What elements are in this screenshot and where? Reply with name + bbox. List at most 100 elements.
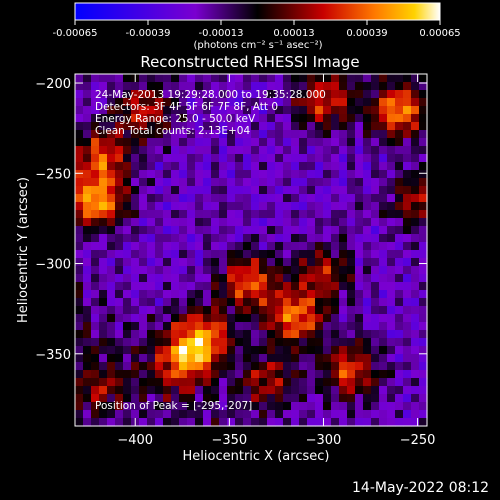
- heatmap-cell: [395, 74, 404, 83]
- heatmap-cell: [179, 82, 188, 91]
- heatmap-cell: [267, 314, 276, 323]
- heatmap-cell: [187, 130, 196, 139]
- heatmap-cell: [323, 202, 332, 211]
- heatmap-cell: [267, 354, 276, 363]
- heatmap-cell: [411, 146, 420, 155]
- heatmap-cell: [283, 266, 292, 275]
- heatmap-cell: [307, 314, 316, 323]
- heatmap-cell: [387, 322, 396, 331]
- heatmap-cell: [187, 114, 196, 123]
- heatmap-cell: [283, 106, 292, 115]
- heatmap-cell: [83, 82, 92, 91]
- heatmap-cell: [179, 210, 188, 219]
- heatmap-cell: [155, 210, 164, 219]
- heatmap-cell: [411, 266, 420, 275]
- heatmap-cell: [355, 218, 364, 227]
- heatmap-cell: [251, 354, 260, 363]
- heatmap-cell: [259, 346, 268, 355]
- heatmap-cell: [299, 306, 308, 315]
- heatmap-cell: [355, 370, 364, 379]
- heatmap-cell: [123, 306, 132, 315]
- heatmap-cell: [195, 346, 204, 355]
- heatmap-cell: [131, 202, 140, 211]
- heatmap-cell: [411, 282, 420, 291]
- heatmap-cell: [139, 202, 148, 211]
- heatmap-cell: [379, 402, 388, 411]
- heatmap-cell: [211, 74, 220, 83]
- heatmap-cell: [219, 362, 228, 371]
- heatmap-cell: [211, 266, 220, 275]
- heatmap-cell: [155, 354, 164, 363]
- heatmap-cell: [331, 130, 340, 139]
- heatmap-cell: [235, 218, 244, 227]
- heatmap-cell: [75, 410, 84, 419]
- heatmap-cell: [131, 378, 140, 387]
- heatmap-cell: [395, 98, 404, 107]
- heatmap-cell: [123, 162, 132, 171]
- heatmap-cell: [123, 266, 132, 275]
- heatmap-cell: [363, 186, 372, 195]
- heatmap-cell: [187, 138, 196, 147]
- heatmap-cell: [419, 82, 428, 91]
- heatmap-cell: [259, 338, 268, 347]
- heatmap-cell: [419, 418, 428, 427]
- heatmap-cell: [315, 202, 324, 211]
- heatmap-cell: [195, 122, 204, 131]
- heatmap-cell: [355, 274, 364, 283]
- heatmap-cell: [387, 106, 396, 115]
- heatmap-cell: [323, 378, 332, 387]
- heatmap-cell: [307, 378, 316, 387]
- annotation-clean-counts: Clean Total counts: 2.13E+04: [95, 125, 250, 137]
- heatmap-cell: [187, 274, 196, 283]
- heatmap-cell: [363, 138, 372, 147]
- heatmap-cell: [171, 210, 180, 219]
- heatmap-cell: [203, 338, 212, 347]
- heatmap-cell: [283, 202, 292, 211]
- heatmap-cell: [123, 210, 132, 219]
- heatmap-cell: [259, 250, 268, 259]
- heatmap-cell: [371, 346, 380, 355]
- heatmap-cell: [211, 226, 220, 235]
- heatmap-cell: [155, 218, 164, 227]
- heatmap-cell: [267, 226, 276, 235]
- heatmap-cell: [331, 242, 340, 251]
- heatmap-cell: [171, 282, 180, 291]
- heatmap-cell: [99, 106, 108, 115]
- heatmap-cell: [131, 386, 140, 395]
- heatmap-cell: [419, 370, 428, 379]
- heatmap-cell: [323, 274, 332, 283]
- heatmap-cell: [259, 370, 268, 379]
- heatmap-cell: [227, 210, 236, 219]
- heatmap-cell: [187, 346, 196, 355]
- heatmap-cell: [147, 146, 156, 155]
- heatmap-cell: [163, 338, 172, 347]
- heatmap-cell: [187, 146, 196, 155]
- heatmap-cell: [187, 234, 196, 243]
- heatmap-cell: [323, 242, 332, 251]
- heatmap-cell: [323, 410, 332, 419]
- heatmap-cell: [115, 338, 124, 347]
- heatmap-cell: [123, 298, 132, 307]
- heatmap-cell: [195, 98, 204, 107]
- heatmap-cell: [339, 274, 348, 283]
- heatmap-cell: [155, 418, 164, 427]
- heatmap-cell: [107, 170, 116, 179]
- heatmap-cell: [251, 258, 260, 267]
- heatmap-cell: [187, 226, 196, 235]
- heatmap-cell: [395, 210, 404, 219]
- heatmap-cell: [155, 82, 164, 91]
- heatmap-cell: [171, 250, 180, 259]
- heatmap-cell: [195, 170, 204, 179]
- heatmap-cell: [91, 298, 100, 307]
- heatmap-cell: [227, 98, 236, 107]
- heatmap-cell: [323, 306, 332, 315]
- heatmap-cell: [363, 242, 372, 251]
- heatmap-cell: [419, 410, 428, 419]
- heatmap-cell: [171, 202, 180, 211]
- heatmap-cell: [91, 202, 100, 211]
- heatmap-cell: [91, 122, 100, 131]
- heatmap-cell: [107, 90, 116, 99]
- heatmap-cell: [371, 178, 380, 187]
- heatmap-cell: [331, 122, 340, 131]
- heatmap-cell: [147, 130, 156, 139]
